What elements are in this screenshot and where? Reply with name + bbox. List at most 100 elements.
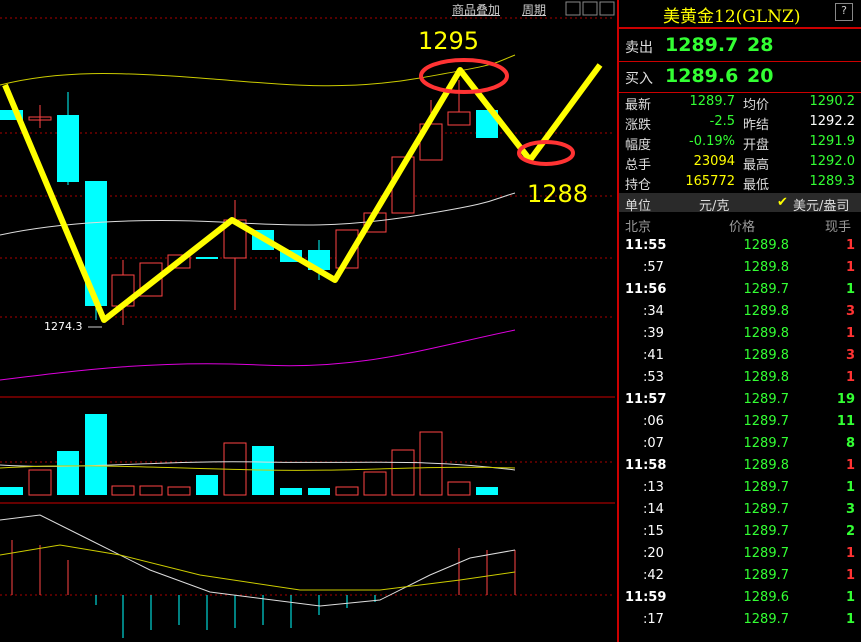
macd-line [0, 514, 516, 607]
stat-label: 总手 [625, 158, 652, 173]
ma-line [0, 192, 516, 236]
stat-value: 1289.7 [689, 94, 736, 109]
tick-qty: 2 [845, 524, 855, 539]
tick-time: :20 [643, 546, 664, 561]
stat-label: 幅度 [625, 138, 652, 153]
tick-qty: 1 [845, 282, 855, 297]
tick-time: :53 [643, 370, 664, 385]
tick-qty: 8 [845, 436, 855, 451]
unit-label: 单位 [625, 199, 652, 214]
tick-time: 11:55 [625, 238, 667, 253]
tick-qty: 1 [845, 370, 855, 385]
tick-price: 1289.7 [743, 612, 790, 627]
ma-line [0, 329, 516, 381]
stat-label: 最新 [625, 98, 652, 113]
tick-price: 1289.8 [743, 458, 790, 473]
stat-value: 23094 [693, 154, 735, 169]
tick-time: :41 [643, 348, 664, 363]
tick-qty: 1 [845, 326, 855, 341]
tick-time: :07 [643, 436, 664, 451]
tick-price: 1289.7 [743, 392, 790, 407]
stat-value: 1290.2 [809, 94, 856, 109]
tick-price: 1289.7 [743, 502, 790, 517]
tick-price: 1289.7 [743, 546, 790, 561]
unit-option[interactable]: 元/克 [699, 199, 730, 214]
annotation: 1295 [418, 27, 480, 55]
stat-label: 均价 [743, 98, 770, 113]
tick-qty: 1 [845, 612, 855, 627]
tick-time: 11:59 [625, 590, 667, 605]
tick-qty: 1 [845, 590, 855, 605]
tick-price: 1289.8 [743, 304, 790, 319]
col-header: 北京 [625, 220, 652, 235]
tick-price: 1289.8 [743, 348, 790, 363]
tick-price: 1289.8 [743, 238, 790, 253]
highlight [419, 58, 509, 94]
vol-ma [0, 465, 516, 471]
stat-value: 1292.2 [809, 114, 856, 129]
tick-qty: 11 [836, 414, 855, 429]
macd-bars [11, 540, 516, 638]
stat-value: 1292.0 [809, 154, 856, 169]
tick-qty: 1 [845, 260, 855, 275]
check-icon: ✔ [777, 195, 788, 210]
tick-time: 11:58 [625, 458, 667, 473]
tick-price: 1289.7 [743, 524, 790, 539]
stat-label: 最低 [743, 178, 770, 193]
tick-qty: 19 [836, 392, 855, 407]
stat-value: -0.19% [689, 134, 735, 149]
col-header: 现手 [825, 220, 852, 235]
chart-area [0, 1, 615, 638]
help-icon[interactable]: ? [835, 3, 853, 21]
tick-qty: 1 [845, 546, 855, 561]
tick-time: :15 [643, 524, 664, 539]
stat-label: 涨跌 [625, 118, 652, 133]
quote-price: 1289.6 [665, 65, 739, 87]
stat-label: 开盘 [743, 138, 770, 153]
tick-price: 1289.7 [743, 414, 790, 429]
tick-price: 1289.6 [743, 590, 790, 605]
unit-option[interactable]: 美元/盎司 [793, 199, 850, 214]
tick-price: 1289.7 [743, 480, 790, 495]
grid [0, 17, 615, 596]
tick-qty: 3 [845, 304, 855, 319]
highlight [517, 140, 575, 166]
overlay-button[interactable]: 商品叠加 [452, 3, 501, 17]
macd-line [0, 544, 516, 591]
stat-value: 1289.3 [809, 174, 856, 189]
tick-qty: 3 [845, 502, 855, 517]
tick-time: :34 [643, 304, 664, 319]
tick-time: :13 [643, 480, 664, 495]
unit-bar [619, 193, 861, 212]
tick-time: :57 [643, 260, 664, 275]
stat-value: 1291.9 [809, 134, 856, 149]
annotation: 1274.3 [44, 320, 83, 333]
tick-price: 1289.7 [743, 436, 790, 451]
divider [619, 61, 861, 62]
quote-price: 1289.7 [665, 34, 739, 56]
tick-price: 1289.7 [743, 568, 790, 583]
tick-time: :39 [643, 326, 664, 341]
tick-price: 1289.8 [743, 260, 790, 275]
tick-price: 1289.7 [743, 282, 790, 297]
stat-value: 165772 [685, 174, 735, 189]
quote-label: 买入 [625, 71, 653, 87]
window-buttons [565, 1, 615, 16]
tick-time: :42 [643, 568, 664, 583]
panel-title: 美黄金12(GLNZ) [663, 7, 801, 27]
tick-qty: 1 [845, 238, 855, 253]
volume-bars [0, 414, 498, 496]
ma-line [0, 54, 516, 87]
stat-label: 持仓 [625, 178, 652, 193]
tick-qty: 3 [845, 348, 855, 363]
candles [0, 80, 498, 325]
period-button[interactable]: 周期 [522, 3, 547, 17]
tick-time: 11:56 [625, 282, 667, 297]
tick-time: 11:57 [625, 392, 667, 407]
tick-time: :14 [643, 502, 664, 517]
tick-time: :06 [643, 414, 664, 429]
tick-time: :17 [643, 612, 664, 627]
quote-volume: 20 [747, 65, 774, 87]
annotation: 1288 [527, 180, 589, 208]
